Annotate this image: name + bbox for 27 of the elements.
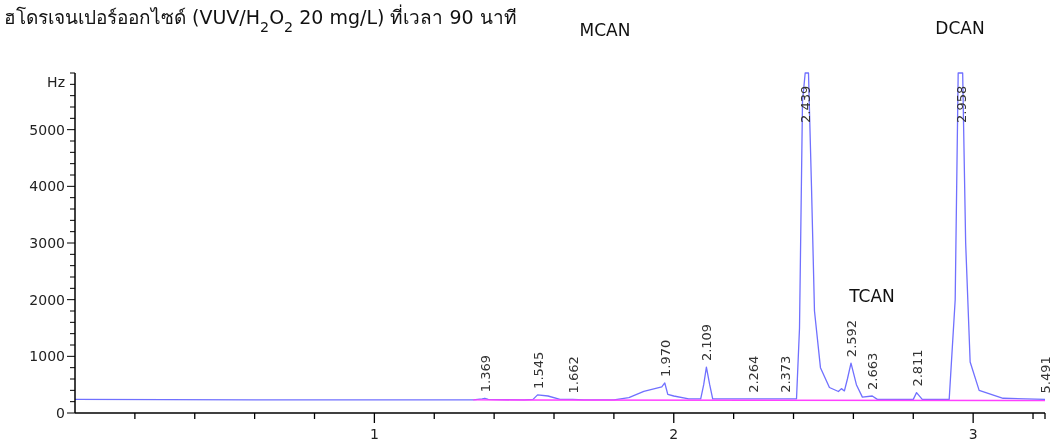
- annotation: 2.109: [699, 323, 715, 362]
- annotation: 1.545: [530, 351, 546, 389]
- text: DCAN: [935, 18, 985, 38]
- y-tick-label: 5000: [29, 121, 65, 138]
- annotation: 2.264: [745, 355, 761, 393]
- y-tick-label: 1000: [29, 348, 65, 365]
- annotation: 2.663: [865, 352, 881, 390]
- annotation: 2.439: [798, 85, 814, 123]
- annotation: 2.811: [909, 349, 925, 387]
- annotation: 2.373: [778, 355, 794, 393]
- x-tick-label: 3: [968, 426, 978, 440]
- y-tick-label: 2000: [29, 291, 65, 308]
- chart-title: ฮโดรเจนเปอร์ออกไซด์ (VUV/H$_{2}$O$_{2}$ 20 mg/L) ที่เวลา 90 นาที: [4, 4, 517, 35]
- annotation: 2.592: [844, 319, 859, 358]
- annotation: 2.958: [953, 85, 969, 123]
- y-tick-label: 0: [56, 405, 65, 421]
- y-tick-label: 4000: [29, 178, 65, 195]
- annotation: 1.970: [657, 339, 673, 377]
- y-axis-title: Hz: [47, 74, 65, 90]
- x-tick-label: 1: [369, 426, 379, 440]
- annotation: 1.369: [477, 355, 493, 393]
- x-tick-label: 2: [669, 426, 679, 440]
- text: MCAN: [579, 20, 631, 40]
- annotation: 5.491: [1038, 356, 1053, 394]
- y-tick-label: 3000: [29, 235, 65, 251]
- annotation: TCAN: [848, 286, 895, 306]
- annotation: 1.662: [565, 356, 581, 394]
